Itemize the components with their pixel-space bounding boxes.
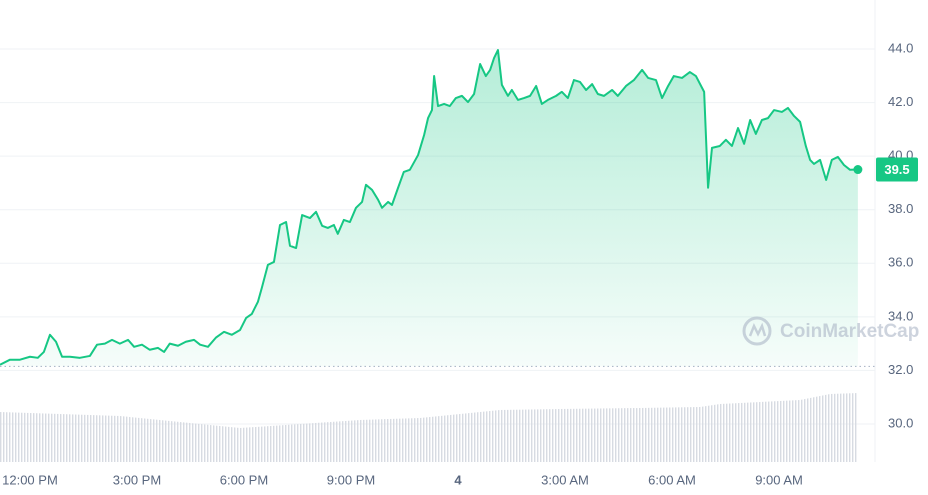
x-tick-label: 3:00 PM (113, 472, 161, 487)
price-line (0, 49, 858, 366)
y-tick-label: 42.0 (888, 94, 913, 109)
price-area (0, 50, 858, 367)
x-tick-label: 9:00 PM (327, 472, 375, 487)
y-tick-label: 38.0 (888, 201, 913, 216)
watermark: CoinMarketCap (742, 316, 919, 346)
x-tick-label: 4 (454, 472, 462, 487)
x-tick-label: 9:00 AM (755, 472, 803, 487)
price-tag (876, 157, 918, 182)
volume-bars (0, 393, 858, 462)
price-tag-label: 39.5 (884, 162, 909, 177)
x-tick-label: 6:00 PM (220, 472, 268, 487)
y-tick-label: 36.0 (888, 255, 913, 270)
watermark-text: CoinMarketCap (780, 321, 919, 342)
labels: 30.032.034.036.038.040.042.044.012:00 PM… (2, 40, 918, 487)
x-tick-label: 6:00 AM (648, 472, 696, 487)
watermark-logo-mark (748, 322, 767, 337)
y-tick-label: 44.0 (888, 40, 913, 55)
y-tick-label: 30.0 (888, 415, 913, 430)
plot (0, 49, 875, 367)
current-point (853, 165, 863, 175)
x-tick-label: 3:00 AM (541, 472, 589, 487)
watermark-logo (742, 316, 772, 346)
y-tick-label: 34.0 (888, 308, 913, 323)
x-tick-label: 12:00 PM (2, 472, 58, 487)
y-tick-label: 32.0 (888, 362, 913, 377)
